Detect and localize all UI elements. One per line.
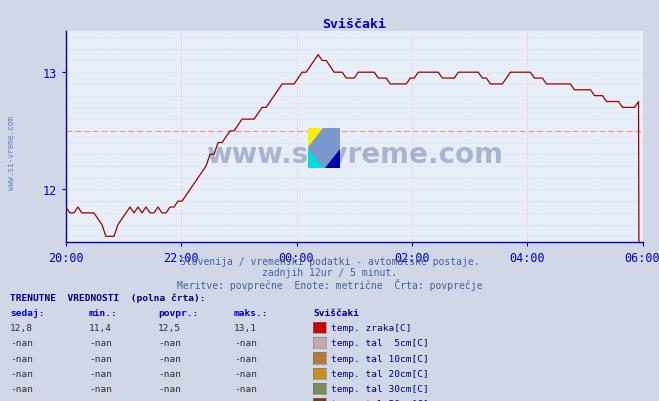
Text: maks.:: maks.: <box>234 308 268 317</box>
Text: temp. tal 20cm[C]: temp. tal 20cm[C] <box>331 369 429 378</box>
Text: -nan: -nan <box>89 338 112 347</box>
Text: temp. zraka[C]: temp. zraka[C] <box>331 323 412 332</box>
Text: 12,8: 12,8 <box>10 323 33 332</box>
Text: -nan: -nan <box>158 338 181 347</box>
Text: -nan: -nan <box>10 399 33 401</box>
Text: -nan: -nan <box>10 338 33 347</box>
Text: -nan: -nan <box>10 354 33 363</box>
Text: -nan: -nan <box>234 338 257 347</box>
Text: -nan: -nan <box>234 369 257 378</box>
Text: -nan: -nan <box>10 384 33 393</box>
Text: www.si-vreme.com: www.si-vreme.com <box>206 140 503 168</box>
Text: min.:: min.: <box>89 308 118 317</box>
Polygon shape <box>308 128 340 168</box>
Text: Slovenija / vremenski podatki - avtomatske postaje.: Slovenija / vremenski podatki - avtomats… <box>180 257 479 267</box>
Text: 11,4: 11,4 <box>89 323 112 332</box>
Polygon shape <box>308 128 340 148</box>
Text: -nan: -nan <box>158 384 181 393</box>
Text: -nan: -nan <box>158 369 181 378</box>
Text: -nan: -nan <box>10 369 33 378</box>
Text: -nan: -nan <box>89 369 112 378</box>
Text: temp. tal 50cm[C]: temp. tal 50cm[C] <box>331 399 429 401</box>
Text: -nan: -nan <box>89 384 112 393</box>
Text: Meritve: povprečne  Enote: metrične  Črta: povprečje: Meritve: povprečne Enote: metrične Črta:… <box>177 278 482 290</box>
Text: 12,5: 12,5 <box>158 323 181 332</box>
Text: 13,1: 13,1 <box>234 323 257 332</box>
Text: -nan: -nan <box>234 384 257 393</box>
Text: povpr.:: povpr.: <box>158 308 198 317</box>
Text: Sviščaki: Sviščaki <box>313 308 359 317</box>
Text: -nan: -nan <box>234 354 257 363</box>
Text: temp. tal 30cm[C]: temp. tal 30cm[C] <box>331 384 429 393</box>
Text: -nan: -nan <box>158 399 181 401</box>
Text: TRENUTNE  VREDNOSTI  (polna črta):: TRENUTNE VREDNOSTI (polna črta): <box>10 293 206 302</box>
Text: -nan: -nan <box>158 354 181 363</box>
Text: sedaj:: sedaj: <box>10 308 44 317</box>
Text: -nan: -nan <box>234 399 257 401</box>
Text: temp. tal 10cm[C]: temp. tal 10cm[C] <box>331 354 429 363</box>
Text: temp. tal  5cm[C]: temp. tal 5cm[C] <box>331 338 429 347</box>
Text: -nan: -nan <box>89 354 112 363</box>
Polygon shape <box>308 148 324 168</box>
Title: Sviščaki: Sviščaki <box>322 18 386 31</box>
Text: -nan: -nan <box>89 399 112 401</box>
Text: www.si-vreme.com: www.si-vreme.com <box>7 115 16 189</box>
Text: zadnjih 12ur / 5 minut.: zadnjih 12ur / 5 minut. <box>262 267 397 277</box>
Polygon shape <box>324 148 340 168</box>
